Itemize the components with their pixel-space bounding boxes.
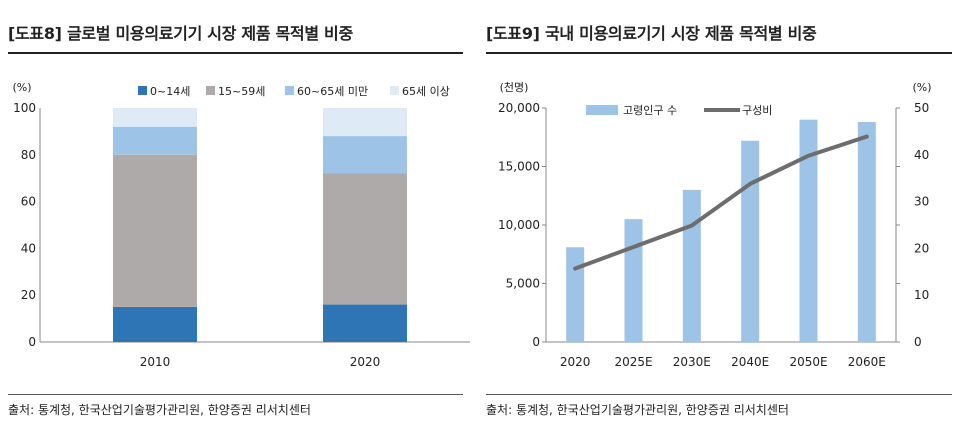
right-source-note: 출처: 통계청, 한국산업기술평가관리원, 한양증권 리서치센터 (486, 403, 789, 417)
right-y-tick-label: 10 (914, 288, 929, 302)
left-source-note: 출처: 통계청, 한국산업기술평가관리원, 한양증권 리서치센터 (8, 403, 311, 417)
stacked-bar-segment (113, 306, 197, 342)
left-source-rule (8, 394, 463, 395)
left-y-tick-label: 20,000 (498, 101, 540, 115)
right-y-tick-label: 0 (914, 335, 922, 349)
population-bar (741, 140, 760, 342)
right-source-rule (486, 394, 952, 395)
y-tick-label: 20 (21, 288, 36, 302)
stacked-bar-segment (113, 108, 197, 127)
x-tick-label: 2030E (673, 355, 711, 369)
population-bar (799, 119, 818, 342)
right-bar-line-chart: (천명) (%) 0 5,000 10,000 15,000 20,000 0 10 20 30 40… (498, 80, 932, 369)
legend-label: 15~59세 (218, 85, 265, 98)
legend-swatch (390, 86, 399, 95)
left-y-tick-label: 5,000 (506, 277, 540, 291)
x-tick-label: 2020 (350, 355, 381, 369)
stacked-bar-segment (323, 108, 407, 137)
legend-swatch-bar (586, 105, 618, 115)
y-tick-label: 60 (21, 195, 36, 209)
right-y-tick-label: 30 (914, 195, 929, 209)
y-tick-label: 100 (13, 101, 36, 115)
stacked-bar-segment (113, 154, 197, 307)
right-y-tick-label: 50 (914, 101, 929, 115)
x-tick-label: 2025E (614, 355, 652, 369)
stacked-bar-segment (323, 173, 407, 305)
ratio-line (573, 134, 869, 271)
stacked-bar-segment (323, 136, 407, 174)
legend-label: 65세 이상 (402, 85, 450, 98)
legend-swatch (285, 86, 294, 95)
right-chart-panel: [도표9] 국내 미용의료기기 시장 제품 목적별 비중 (천명) (%) 0 5,0… (478, 0, 961, 429)
legend-label: 0~14세 (150, 85, 190, 98)
legend-label: 60~65세 미만 (297, 85, 368, 98)
left-title-rule (8, 52, 463, 54)
x-tick-label: 2010 (140, 355, 171, 369)
left-stacked-bar-chart: (%) 0 20 40 60 80 100 2010 2020 0~14세 15~59세 60~65세… (12, 81, 470, 369)
left-chart-title: [도표8] 글로벌 미용의료기기 시장 제품 목적별 비중 (8, 24, 353, 43)
legend-swatch (206, 86, 215, 95)
left-y-axis-unit-label: (천명) (500, 80, 529, 94)
right-y-tick-label: 20 (914, 241, 929, 255)
legend-swatch (138, 86, 147, 95)
left-y-tick-label: 0 (532, 335, 540, 349)
left-chart-panel: [도표8] 글로벌 미용의료기기 시장 제품 목적별 비중 (%) 0 20 40 60… (0, 0, 470, 429)
population-bar (682, 189, 701, 342)
stacked-bar-segment (323, 304, 407, 342)
legend-label: 구성비 (742, 104, 772, 117)
left-y-tick-label: 15,000 (498, 160, 540, 174)
y-tick-label: 40 (21, 241, 36, 255)
right-y-tick-label: 40 (914, 148, 929, 162)
y-tick-label: 0 (28, 335, 36, 349)
legend-label: 고령인구 수 (623, 104, 677, 117)
y-axis-unit-label: (%) (12, 81, 31, 94)
x-tick-label: 2060E (848, 355, 886, 369)
right-chart-title: [도표9] 국내 미용의료기기 시장 제품 목적별 비중 (486, 24, 817, 43)
left-y-tick-label: 10,000 (498, 218, 540, 232)
right-title-rule (486, 52, 952, 54)
x-tick-label: 2050E (789, 355, 827, 369)
population-bar (566, 247, 585, 342)
right-y-axis-unit-label: (%) (912, 81, 931, 94)
y-tick-label: 80 (21, 148, 36, 162)
x-tick-label: 2040E (731, 355, 769, 369)
population-bar (857, 122, 876, 342)
population-bar (624, 219, 643, 342)
x-tick-label: 2020 (560, 355, 591, 369)
stacked-bar-segment (113, 126, 197, 155)
